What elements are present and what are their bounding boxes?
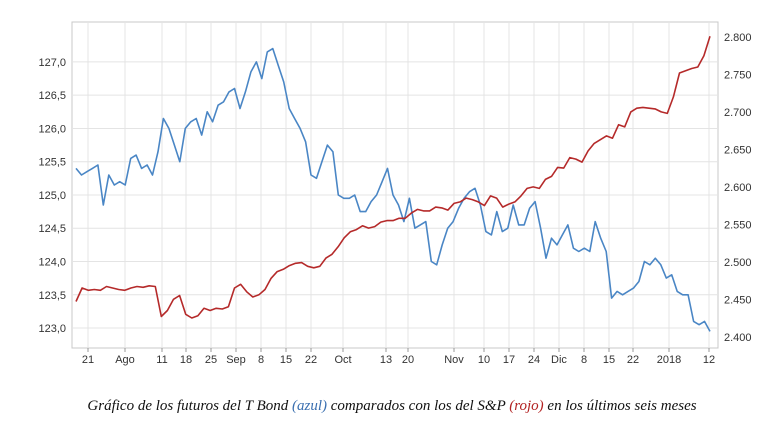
x-tick-label: 22 [627,354,639,366]
caption-part3: en los últimos seis meses [543,398,697,414]
caption-part2: comparados con los del S&P [327,398,510,414]
x-tick-label: Nov [444,354,464,366]
x-tick-label: 24 [528,354,540,366]
left-tick-label: 127,0 [38,57,66,69]
right-axis: 2.400 2.450 2.500 2.550 2.600 2.650 2.700 2.750… [724,32,752,344]
right-tick-label: 2.650 [724,144,752,156]
x-tick-label: Sep [226,354,246,366]
x-tick-label: 22 [305,354,317,366]
x-tick-label: 15 [280,354,292,366]
right-tick-label: 2.750 [724,69,752,81]
x-axis: 21 Ago 11 18 25 Sep 8 15 22 Oct 13 20 Nov 10 17 24 Dic 8 1… [82,348,715,366]
x-tick-label: 13 [380,354,392,366]
bond-vs-sp-chart: 123,0 123,5 124,0 124,5 125,0 125,5 126,0 126,5… [38,21,752,366]
left-tick-label: 123,0 [38,323,66,335]
left-tick-label: 125,5 [38,157,66,169]
x-tick-label: 11 [156,354,167,366]
caption-blue-word: (azul) [292,398,327,414]
left-tick-label: 123,5 [38,290,66,302]
x-tick-label: 21 [82,354,94,366]
x-tick-label: 20 [402,354,414,366]
left-tick-label: 126,0 [38,123,66,135]
series-lines [75,35,711,332]
caption-red-word: (rojo) [509,398,544,414]
left-tick-label: 124,0 [38,257,66,269]
x-tick-label: 2018 [657,354,681,366]
x-tick-label: 10 [478,354,490,366]
series-line-t-bond [75,47,711,332]
right-tick-label: 2.550 [724,219,752,231]
left-tick-label: 124,5 [38,223,66,235]
right-tick-label: 2.600 [724,182,752,194]
right-tick-label: 2.800 [724,32,752,44]
x-tick-label: 8 [258,354,264,366]
x-tick-label: 12 [703,354,715,366]
left-tick-label: 125,0 [38,190,66,202]
right-tick-label: 2.500 [724,257,752,269]
x-tick-label: 18 [180,354,192,366]
series-line-sp [75,35,711,319]
x-tick-label: 25 [205,354,217,366]
left-axis: 123,0 123,5 124,0 124,5 125,0 125,5 126,0 126,5… [38,57,66,335]
x-tick-label: Dic [551,354,567,366]
right-tick-label: 2.700 [724,107,752,119]
plot-area [71,21,719,349]
x-tick-label: Oct [334,354,351,366]
left-tick-label: 126,5 [38,90,66,102]
chart-caption: Gráfico de los futuros del T Bond (azul)… [0,398,784,415]
right-tick-label: 2.450 [724,294,752,306]
x-tick-label: 8 [581,354,587,366]
x-tick-label: Ago [115,354,135,366]
x-tick-label: 15 [603,354,615,366]
x-tick-label: 17 [503,354,515,366]
caption-part1: Gráfico de los futuros del T Bond [87,398,292,414]
right-tick-label: 2.400 [724,332,752,344]
